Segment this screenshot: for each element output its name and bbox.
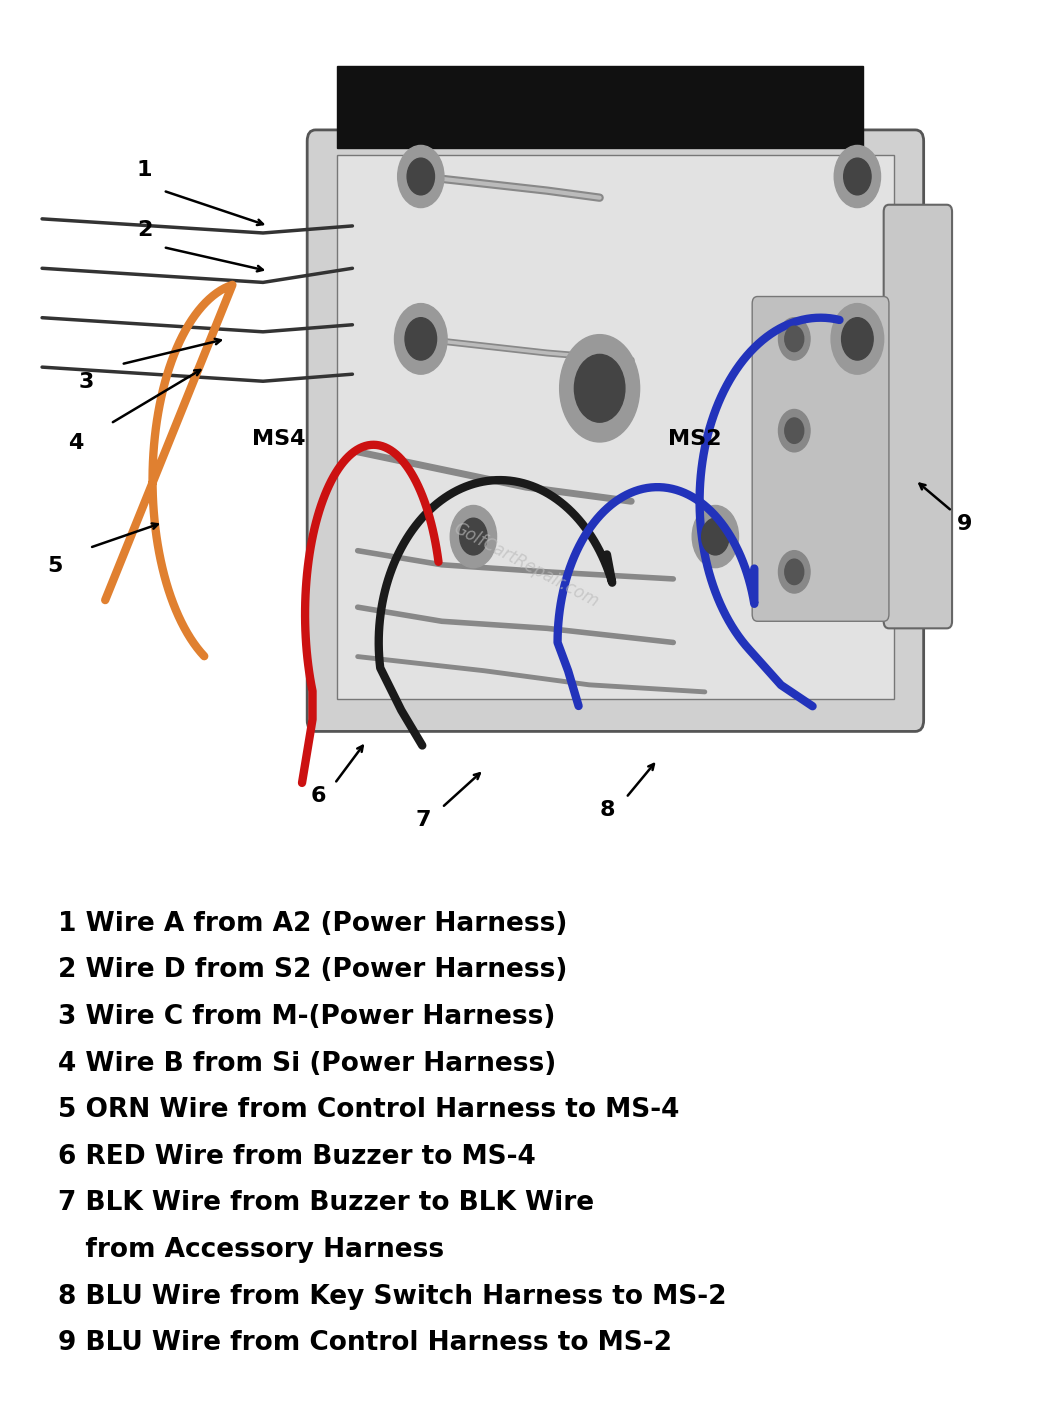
Text: 9 BLU Wire from Control Harness to MS-2: 9 BLU Wire from Control Harness to MS-2 (58, 1330, 672, 1356)
Circle shape (831, 304, 884, 374)
Text: from Accessory Harness: from Accessory Harness (58, 1237, 444, 1262)
Text: 7: 7 (416, 810, 431, 830)
FancyBboxPatch shape (307, 130, 924, 731)
Circle shape (407, 158, 434, 195)
Text: GolfCartRepair.com: GolfCartRepair.com (450, 518, 602, 611)
Text: 2 Wire D from S2 (Power Harness): 2 Wire D from S2 (Power Harness) (58, 957, 567, 983)
FancyBboxPatch shape (337, 155, 894, 699)
Text: 7 BLK Wire from Buzzer to BLK Wire: 7 BLK Wire from Buzzer to BLK Wire (58, 1190, 594, 1216)
Text: 8: 8 (600, 801, 615, 820)
Text: 1 Wire A from A2 (Power Harness): 1 Wire A from A2 (Power Harness) (58, 911, 567, 936)
Circle shape (778, 409, 810, 452)
Text: 3: 3 (79, 373, 95, 393)
Circle shape (778, 318, 810, 360)
Text: 5 ORN Wire from Control Harness to MS-4: 5 ORN Wire from Control Harness to MS-4 (58, 1097, 680, 1123)
Text: MS2: MS2 (668, 429, 722, 449)
Circle shape (785, 559, 804, 585)
Circle shape (574, 354, 625, 422)
Circle shape (460, 518, 487, 555)
Circle shape (785, 326, 804, 352)
Text: 4: 4 (68, 433, 84, 453)
Circle shape (785, 418, 804, 443)
Circle shape (450, 505, 497, 568)
Text: 6 RED Wire from Buzzer to MS-4: 6 RED Wire from Buzzer to MS-4 (58, 1144, 535, 1169)
Text: MS4: MS4 (252, 429, 306, 449)
Circle shape (394, 304, 447, 374)
Circle shape (844, 158, 871, 195)
Circle shape (560, 335, 640, 442)
Text: 3 Wire C from M-(Power Harness): 3 Wire C from M-(Power Harness) (58, 1004, 555, 1029)
Text: 9: 9 (957, 514, 973, 534)
Circle shape (834, 145, 881, 208)
Circle shape (692, 505, 739, 568)
Circle shape (398, 145, 444, 208)
Circle shape (405, 318, 437, 360)
Circle shape (778, 551, 810, 593)
Circle shape (702, 518, 729, 555)
FancyBboxPatch shape (337, 66, 863, 148)
Text: 1: 1 (137, 161, 153, 181)
Text: 5: 5 (47, 556, 63, 576)
Circle shape (842, 318, 873, 360)
Text: 8 BLU Wire from Key Switch Harness to MS-2: 8 BLU Wire from Key Switch Harness to MS… (58, 1284, 726, 1309)
FancyBboxPatch shape (884, 205, 952, 628)
Text: 2: 2 (137, 220, 153, 240)
FancyBboxPatch shape (752, 297, 889, 621)
Text: 4 Wire B from Si (Power Harness): 4 Wire B from Si (Power Harness) (58, 1051, 557, 1076)
Text: 6: 6 (310, 786, 326, 806)
